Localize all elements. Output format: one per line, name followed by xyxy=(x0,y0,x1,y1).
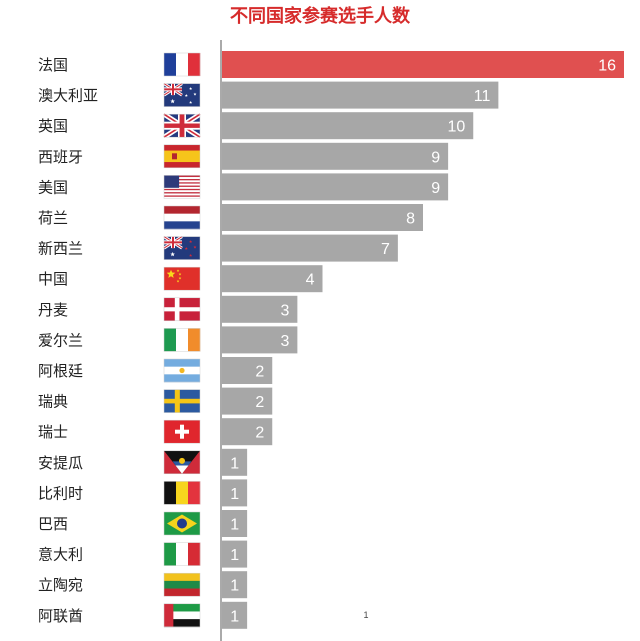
lithuania-flag-icon xyxy=(163,572,201,597)
bar xyxy=(222,326,298,354)
country-label: 阿联酋 xyxy=(38,607,83,625)
bar xyxy=(222,387,273,415)
china-flag-icon xyxy=(163,266,201,291)
spain-flag-icon xyxy=(163,144,201,169)
country-label: 安提瓜 xyxy=(38,454,83,472)
country-label: 中国 xyxy=(38,270,68,288)
value-label: 4 xyxy=(306,272,315,289)
value-label: 3 xyxy=(280,333,289,350)
bar xyxy=(222,418,273,446)
bar xyxy=(222,295,298,323)
value-label: 1 xyxy=(230,547,239,564)
value-label: 1 xyxy=(230,608,239,625)
bar xyxy=(222,510,248,537)
argentina-flag-icon xyxy=(163,358,201,383)
netherlands-flag-icon xyxy=(163,205,201,230)
value-label: 7 xyxy=(381,241,390,258)
country-label: 丹麦 xyxy=(38,301,68,319)
bar xyxy=(222,142,449,170)
ireland-flag-icon xyxy=(163,328,201,352)
bar xyxy=(222,601,248,629)
belgium-flag-icon xyxy=(163,481,201,505)
bar xyxy=(222,81,499,109)
bar xyxy=(222,234,398,262)
chart-title: 不同国家参赛选手人数 xyxy=(230,5,411,27)
bar xyxy=(222,204,423,231)
usa-flag-icon xyxy=(163,175,201,199)
value-label: 2 xyxy=(255,394,264,411)
country-label: 意大利 xyxy=(38,546,83,564)
value-label: 16 xyxy=(598,58,616,75)
value-label: 2 xyxy=(255,364,264,381)
sweden-flag-icon xyxy=(163,389,201,413)
country-label: 巴西 xyxy=(38,515,68,533)
value-label: 8 xyxy=(406,211,415,228)
value-label: 9 xyxy=(431,180,440,197)
country-label: 美国 xyxy=(38,178,68,196)
country-label: 瑞士 xyxy=(38,423,68,441)
bar xyxy=(222,173,449,201)
value-label: 11 xyxy=(474,88,491,105)
bar xyxy=(222,112,474,140)
uk-flag-icon xyxy=(162,112,202,140)
country-label: 法国 xyxy=(38,56,68,74)
value-label: 1 xyxy=(230,578,239,595)
uae-flag-icon xyxy=(163,603,201,628)
brazil-flag-icon xyxy=(163,511,201,536)
value-label: 1 xyxy=(230,486,239,503)
bar xyxy=(222,51,624,78)
country-label: 新西兰 xyxy=(38,240,83,258)
bar xyxy=(222,571,248,599)
value-label: 2 xyxy=(255,425,264,442)
country-label: 荷兰 xyxy=(38,209,68,227)
country-label: 英国 xyxy=(38,117,68,135)
country-label: 澳大利亚 xyxy=(38,87,98,105)
stray-mark-label: 1 xyxy=(363,610,368,620)
bar xyxy=(222,540,248,568)
antigua-flag-icon xyxy=(163,450,201,475)
italy-flag-icon xyxy=(163,542,201,566)
france-flag-icon xyxy=(163,52,201,77)
country-label: 西班牙 xyxy=(38,148,83,166)
denmark-flag-icon xyxy=(163,297,201,322)
value-label: 10 xyxy=(447,119,465,136)
country-label: 立陶宛 xyxy=(38,576,83,594)
australia-flag-icon xyxy=(163,82,201,107)
value-label: 1 xyxy=(230,455,239,472)
bar xyxy=(222,265,323,293)
value-label: 9 xyxy=(431,149,440,166)
country-label: 瑞典 xyxy=(38,393,68,411)
country-label: 阿根廷 xyxy=(38,362,83,380)
bar xyxy=(222,448,248,476)
bar xyxy=(222,479,248,507)
bar xyxy=(222,357,273,384)
country-label: 爱尔兰 xyxy=(38,331,83,349)
value-label: 1 xyxy=(230,517,239,534)
value-label: 3 xyxy=(280,302,289,319)
new-zealand-flag-icon xyxy=(163,235,201,260)
country-label: 比利时 xyxy=(38,484,83,502)
switzerland-flag-icon xyxy=(163,419,201,444)
